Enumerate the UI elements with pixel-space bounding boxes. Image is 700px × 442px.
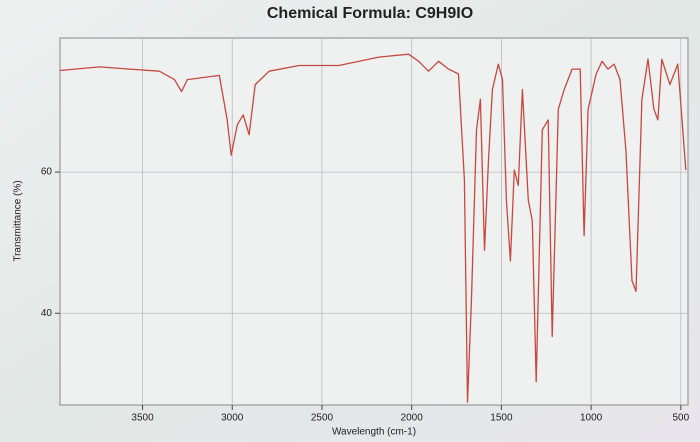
y-axis-label: Transmittance (%) [13, 180, 24, 261]
x-tick-label: 2500 [311, 413, 334, 424]
x-axis-label: Wavelength (cm-1) [332, 427, 416, 438]
chart-title: Chemical Formula: C9H9IO [267, 5, 473, 22]
y-tick-label: 40 [41, 308, 53, 319]
spectrum-line [59, 53, 687, 403]
plot-area [59, 37, 689, 406]
x-tick-label: 3000 [221, 413, 244, 424]
x-tick-label: 500 [672, 413, 689, 424]
x-tick-label: 2000 [401, 413, 424, 424]
x-tick-label: 1500 [490, 413, 513, 424]
x-tick-label: 3500 [131, 413, 154, 424]
y-tick-label: 60 [41, 167, 53, 178]
x-tick-label: 1000 [580, 413, 603, 424]
